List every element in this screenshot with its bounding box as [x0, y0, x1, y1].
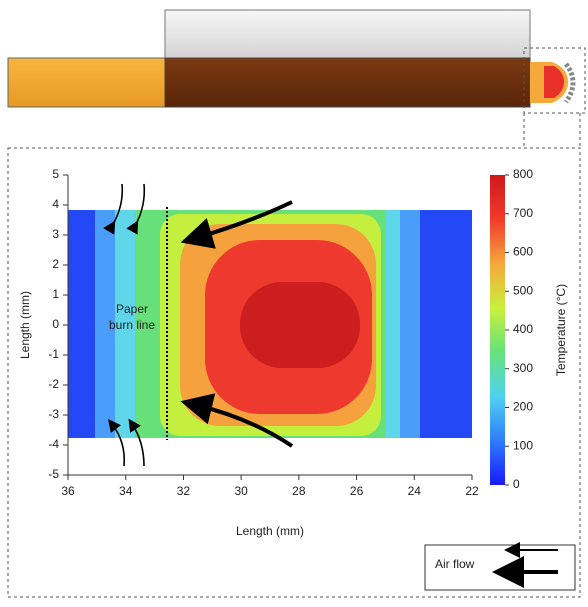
y-tick-label: -4 — [48, 437, 59, 451]
colorbar-tick-label: 500 — [513, 283, 533, 297]
colorbar-tick-label: 600 — [513, 245, 533, 259]
legend-label: Air flow — [435, 557, 475, 571]
colorbar-tick-label: 700 — [513, 206, 533, 220]
y-tick-label: -5 — [48, 467, 59, 481]
colorbar-tick-label: 0 — [513, 477, 520, 491]
y-tick-label: 1 — [52, 287, 59, 301]
annotation: burn line — [109, 318, 155, 332]
colorbar-label: Temperature (°C) — [554, 284, 568, 376]
x-tick-label: 28 — [292, 484, 306, 498]
y-tick-label: -3 — [48, 407, 59, 421]
y-tick-label: -1 — [48, 347, 59, 361]
filter — [8, 58, 165, 107]
x-tick-label: 30 — [234, 484, 248, 498]
x-tick-label: 24 — [408, 484, 422, 498]
tobacco-rod — [165, 58, 530, 107]
y-tick-label: -2 — [48, 377, 59, 391]
x-axis-label: Length (mm) — [236, 524, 304, 538]
y-tick-label: 0 — [52, 317, 59, 331]
colorbar-tick-label: 400 — [513, 322, 533, 336]
y-tick-label: 5 — [52, 167, 59, 181]
y-tick-label: 2 — [52, 257, 59, 271]
figure: 3634323028262422-5-4-3-2-1012345Length (… — [0, 0, 588, 602]
sleeve — [165, 10, 530, 58]
x-tick-label: 32 — [177, 484, 191, 498]
colorbar-tick-label: 800 — [513, 167, 533, 181]
x-tick-label: 36 — [61, 484, 75, 498]
x-tick-label: 22 — [465, 484, 479, 498]
x-tick-label: 34 — [119, 484, 133, 498]
annotation: Paper — [116, 302, 148, 316]
x-tick-label: 26 — [350, 484, 364, 498]
colorbar-tick-label: 300 — [513, 361, 533, 375]
y-tick-label: 3 — [52, 227, 59, 241]
colorbar — [490, 175, 505, 485]
colorbar-tick-label: 100 — [513, 438, 533, 452]
y-axis-label: Length (mm) — [18, 291, 32, 359]
y-tick-label: 4 — [52, 197, 59, 211]
colorbar-tick-label: 200 — [513, 400, 533, 414]
contour-region — [240, 282, 360, 368]
